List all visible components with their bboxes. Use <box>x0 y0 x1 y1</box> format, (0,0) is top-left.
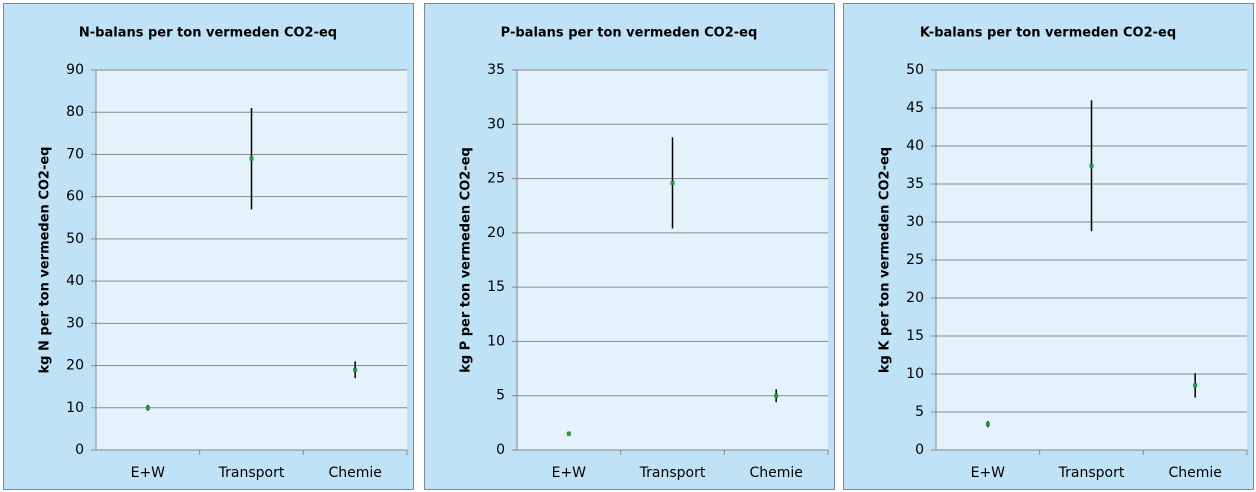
y-tick-label: 30 <box>487 116 505 132</box>
x-tick-label: Chemie <box>1168 465 1221 481</box>
y-tick-label: 5 <box>915 404 924 420</box>
y-tick-label: 40 <box>66 273 84 289</box>
y-tick-label: 40 <box>906 138 924 154</box>
x-tick-label: E+W <box>552 465 587 481</box>
x-tick-label: Chemie <box>749 465 802 481</box>
chart-panel: P-balans per ton vermeden CO2-eq kg P per… <box>424 3 835 490</box>
y-tick-label: 20 <box>906 290 924 306</box>
y-tick-label: 80 <box>66 104 84 120</box>
y-tick-label: 0 <box>496 442 505 458</box>
data-point <box>249 156 254 161</box>
x-tick-label: E+W <box>971 465 1006 481</box>
chart-panel: K-balans per ton vermeden CO2-eq kg K per… <box>843 3 1254 490</box>
data-point <box>145 405 150 410</box>
y-axis-label: kg K per ton vermeden CO2-eq <box>878 147 893 373</box>
y-tick-label: 35 <box>906 176 924 192</box>
x-tick-label: E+W <box>131 465 166 481</box>
y-tick-label: 20 <box>487 225 505 241</box>
y-tick-label: 20 <box>66 358 84 374</box>
chart-title: K-balans per ton vermeden CO2-eq <box>920 26 1176 41</box>
chart-panel: N-balans per ton vermeden CO2-eq kg N per… <box>3 3 414 490</box>
y-tick-label: 30 <box>66 315 84 331</box>
x-tick-label: Chemie <box>328 465 381 481</box>
y-tick-label: 50 <box>66 231 84 247</box>
data-point <box>566 431 571 436</box>
plot-area <box>517 70 828 450</box>
y-tick-label: 90 <box>66 62 84 78</box>
data-point <box>1089 163 1094 168</box>
y-tick-label: 30 <box>906 214 924 230</box>
y-tick-label: 0 <box>915 442 924 458</box>
y-tick-label: 10 <box>906 366 924 382</box>
data-point <box>985 422 990 427</box>
data-point <box>353 367 358 372</box>
y-tick-label: 10 <box>487 333 505 349</box>
x-tick-label: Transport <box>639 465 706 481</box>
y-tick-label: 10 <box>66 400 84 416</box>
data-point <box>670 180 675 185</box>
y-tick-label: 45 <box>906 100 924 116</box>
y-tick-label: 70 <box>66 146 84 162</box>
y-tick-label: 0 <box>75 442 84 458</box>
chart-title: N-balans per ton vermeden CO2-eq <box>79 26 337 41</box>
y-tick-label: 25 <box>487 171 505 187</box>
x-tick-label: Transport <box>218 465 285 481</box>
y-tick-label: 35 <box>487 62 505 78</box>
y-tick-label: 5 <box>496 388 505 404</box>
y-tick-label: 50 <box>906 62 924 78</box>
y-tick-label: 60 <box>66 189 84 205</box>
x-tick-label: Transport <box>1058 465 1125 481</box>
y-tick-label: 15 <box>906 328 924 344</box>
y-axis-label: kg N per ton vermeden CO2-eq <box>38 147 53 374</box>
y-tick-label: 15 <box>487 279 505 295</box>
chart-title: P-balans per ton vermeden CO2-eq <box>501 26 758 41</box>
data-point <box>1193 383 1198 388</box>
data-point <box>774 393 779 398</box>
y-tick-label: 25 <box>906 252 924 268</box>
y-axis-label: kg P per ton vermeden CO2-eq <box>459 147 474 373</box>
